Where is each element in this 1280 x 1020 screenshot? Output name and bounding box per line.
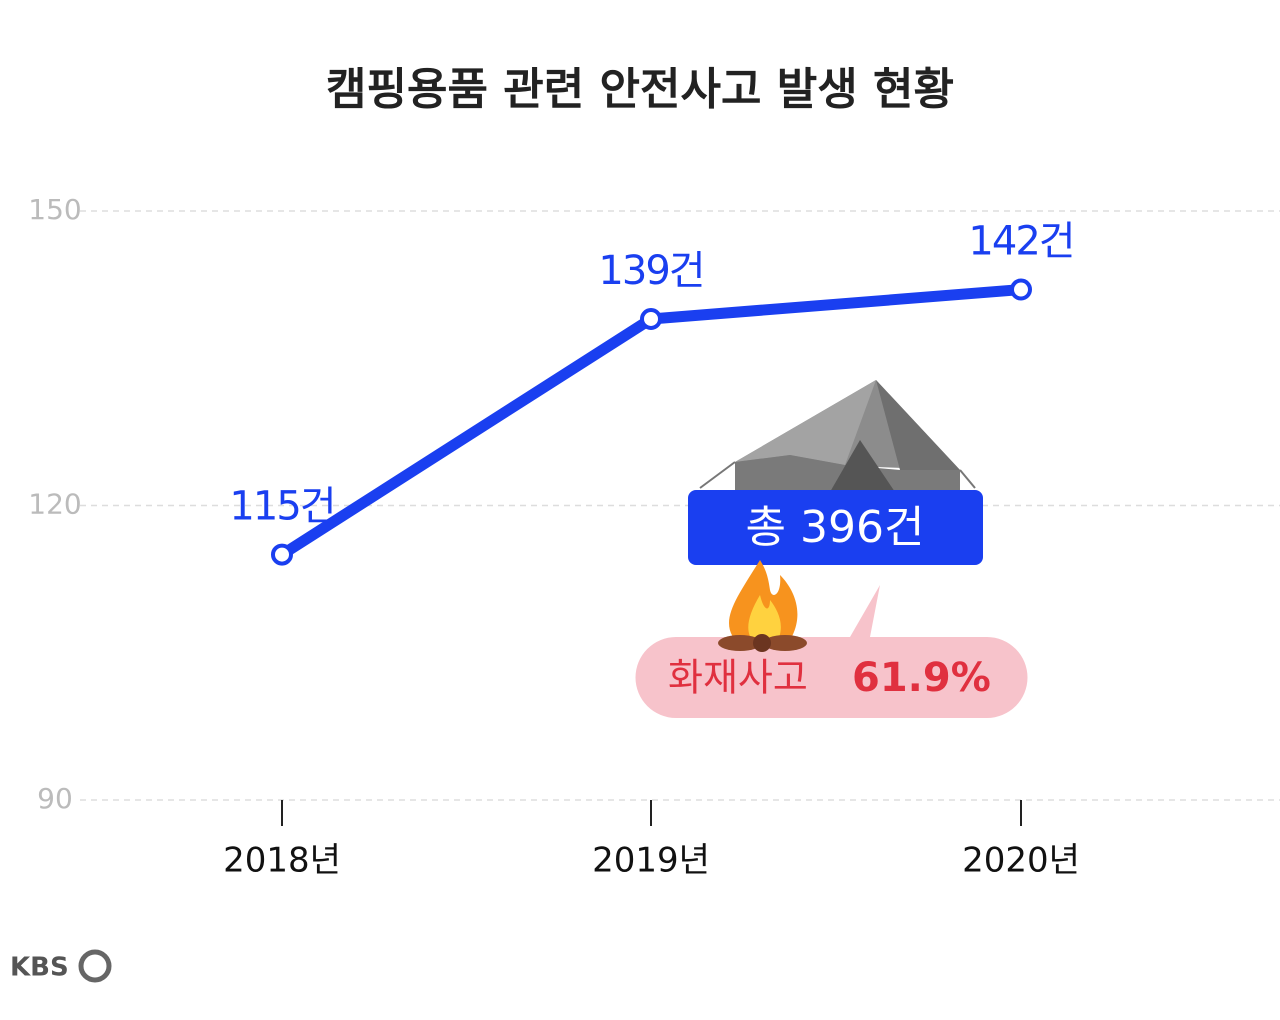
- tent-icon: [699, 380, 976, 492]
- logo-mark: [78, 949, 112, 983]
- fire-bubble: [635, 585, 1028, 718]
- fire-annotation-share: 61.9%: [852, 655, 991, 701]
- data-point: [271, 543, 293, 566]
- campfire-icon: [718, 560, 807, 652]
- x-tick-label: 2019년: [592, 841, 710, 881]
- y-tick-label: 120: [28, 488, 81, 521]
- data-label: 139건: [598, 248, 703, 294]
- data-point: [640, 307, 662, 330]
- source-logo: KBS: [10, 953, 69, 983]
- x-tick-label: 2018년: [223, 841, 341, 881]
- y-tick-label: 150: [28, 193, 81, 226]
- data-label: 115건: [229, 484, 334, 530]
- data-label: 142건: [968, 219, 1073, 265]
- y-tick-label: 90: [37, 782, 73, 815]
- chart-title: 캠핑용품 관련 안전사고 발생 현황: [326, 64, 954, 115]
- x-tick-label: 2020년: [962, 841, 1080, 881]
- total-annotation: 총 396건: [746, 502, 925, 553]
- fire-annotation-label: 화재사고: [668, 656, 808, 700]
- plot: 90 120 150 2018년 2019년 2020년 115건 139건 142건: [28, 193, 1280, 881]
- data-point: [1010, 278, 1032, 301]
- total-box: [688, 490, 983, 565]
